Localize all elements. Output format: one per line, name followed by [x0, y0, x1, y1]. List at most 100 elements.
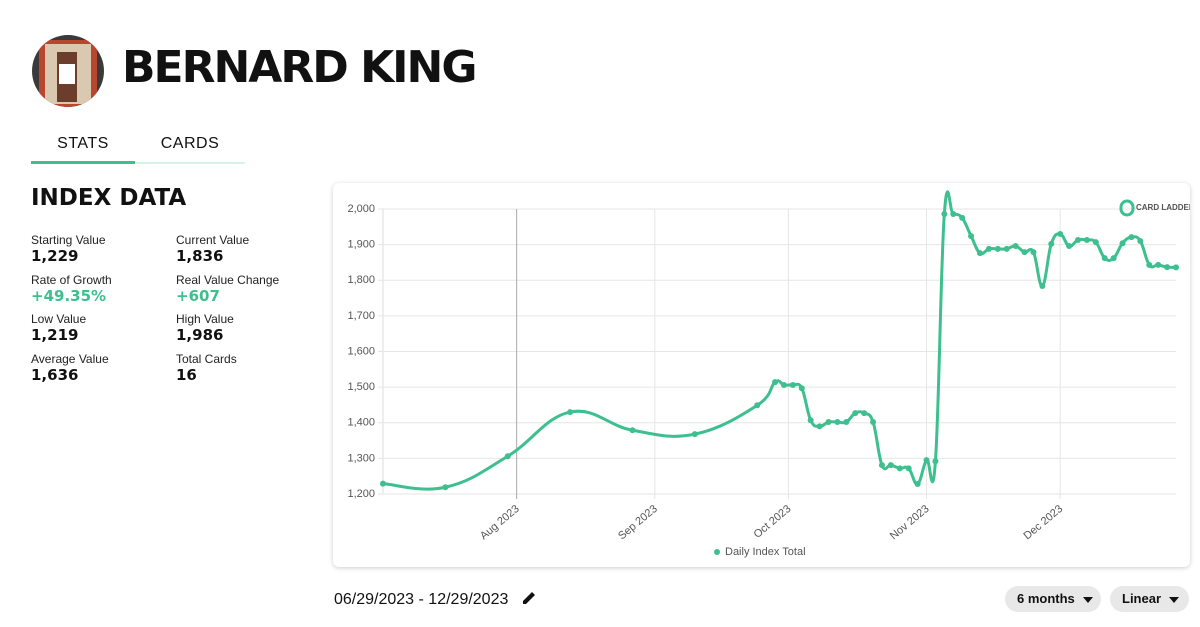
- point: [772, 379, 779, 386]
- stat-label: Total Cards: [176, 351, 237, 366]
- y-tick-label: 2,000: [347, 203, 375, 215]
- point: [1128, 234, 1135, 241]
- section-title: INDEX DATA: [31, 185, 187, 211]
- point: [852, 410, 859, 417]
- point: [1066, 243, 1073, 250]
- point: [1083, 236, 1090, 243]
- point: [1101, 255, 1108, 262]
- point: [834, 419, 841, 426]
- point: [914, 481, 921, 488]
- point: [1119, 240, 1126, 247]
- stat-value: 1,219: [31, 326, 79, 344]
- point: [932, 458, 939, 465]
- point: [816, 423, 823, 430]
- stat-value: 16: [176, 365, 197, 384]
- stat: Total Cards 16: [176, 352, 237, 384]
- tab-indicator: [31, 161, 135, 164]
- logo-text: CARD LADDER: [1136, 203, 1190, 212]
- stat-value: 1,229: [31, 247, 79, 265]
- chart-card: 1,200 1,300 1,400 1,500 1,600 1,700 1,800 1,900…: [333, 183, 1195, 567]
- point: [1048, 240, 1055, 247]
- x-tick-label: Nov 2023: [888, 503, 932, 542]
- y-tick-label: 1,300: [347, 452, 375, 464]
- point: [629, 427, 636, 434]
- stat: Starting Value 1,229: [31, 233, 106, 265]
- point: [1092, 239, 1099, 246]
- point: [807, 417, 814, 424]
- point: [1074, 236, 1081, 243]
- edit-icon[interactable]: [521, 590, 537, 606]
- scale-text: Linear: [1122, 591, 1162, 606]
- avatar: [32, 35, 104, 107]
- period-select[interactable]: 6 months: [1005, 586, 1101, 612]
- stat-label: Starting Value: [31, 233, 106, 247]
- point: [798, 385, 805, 392]
- x-tick-label: Aug 2023: [478, 503, 522, 542]
- stat-value: 1,986: [176, 326, 224, 344]
- legend-label: Daily Index Total: [725, 546, 806, 558]
- point: [985, 245, 992, 252]
- point: [504, 453, 511, 460]
- stat-value: +49.35%: [31, 286, 107, 305]
- stat-label: High Value: [176, 312, 234, 326]
- point: [905, 465, 912, 472]
- point: [825, 419, 832, 426]
- point: [1110, 255, 1117, 262]
- stat-label: Current Value: [176, 233, 250, 247]
- legend-marker: [714, 549, 720, 555]
- logo: CARD LADDER: [1119, 199, 1195, 217]
- point: [1146, 261, 1153, 268]
- y-tick-label: 1,200: [347, 488, 375, 500]
- stat-label: Average Value: [31, 351, 109, 366]
- point: [691, 431, 698, 438]
- x-tick-label: Sep 2023: [616, 503, 660, 542]
- stat: Average Value 1,636: [31, 352, 109, 384]
- point: [754, 402, 761, 409]
- caret: [1169, 597, 1180, 603]
- scale-select[interactable]: Linear: [1110, 586, 1189, 612]
- tab[interactable]: STATS: [57, 135, 109, 152]
- point: [1057, 230, 1064, 237]
- y-tick-label: 1,800: [347, 274, 375, 286]
- tab-track: [31, 162, 245, 164]
- y-tick-label: 1,700: [347, 310, 375, 322]
- x-tick-label: Oct 2023: [752, 503, 794, 541]
- player-name: BERNARD KING: [122, 42, 477, 93]
- point: [1155, 261, 1162, 268]
- chart: 1,200 1,300 1,400 1,500 1,600 1,700 1,800 1,900…: [347, 190, 1195, 558]
- stat-value: +607: [176, 286, 220, 305]
- point: [1021, 249, 1028, 256]
- point: [861, 410, 868, 417]
- point: [976, 250, 983, 257]
- stat-label: Real Value Change: [176, 272, 280, 287]
- date-range-text: 06/29/2023 - 12/29/2023: [334, 591, 509, 608]
- point: [789, 381, 796, 388]
- y-tick-label: 1,600: [347, 345, 375, 357]
- point: [442, 484, 449, 491]
- point: [1030, 249, 1037, 256]
- point: [780, 381, 787, 388]
- point: [994, 245, 1001, 252]
- point: [878, 462, 885, 469]
- point: [380, 480, 386, 487]
- point: [968, 233, 975, 240]
- point: [567, 409, 574, 416]
- y-tick-label: 1,400: [347, 417, 375, 429]
- tab[interactable]: CARDS: [160, 135, 220, 152]
- point: [843, 419, 850, 426]
- x-tick-label: Dec 2023: [1021, 503, 1065, 542]
- point: [1164, 264, 1171, 271]
- stat: Low Value 1,219: [31, 312, 86, 344]
- stat: Current Value 1,836: [176, 233, 249, 265]
- point: [923, 457, 930, 464]
- stat: Rate of Growth +49.35%: [31, 273, 112, 305]
- point: [1003, 245, 1010, 252]
- point: [1137, 238, 1144, 245]
- stat: Real Value Change +607: [176, 273, 279, 305]
- period-text: 6 months: [1017, 591, 1075, 606]
- stat-label: Low Value: [31, 312, 87, 326]
- point: [950, 210, 957, 217]
- stat-value: 1,636: [31, 365, 79, 384]
- point: [896, 465, 903, 472]
